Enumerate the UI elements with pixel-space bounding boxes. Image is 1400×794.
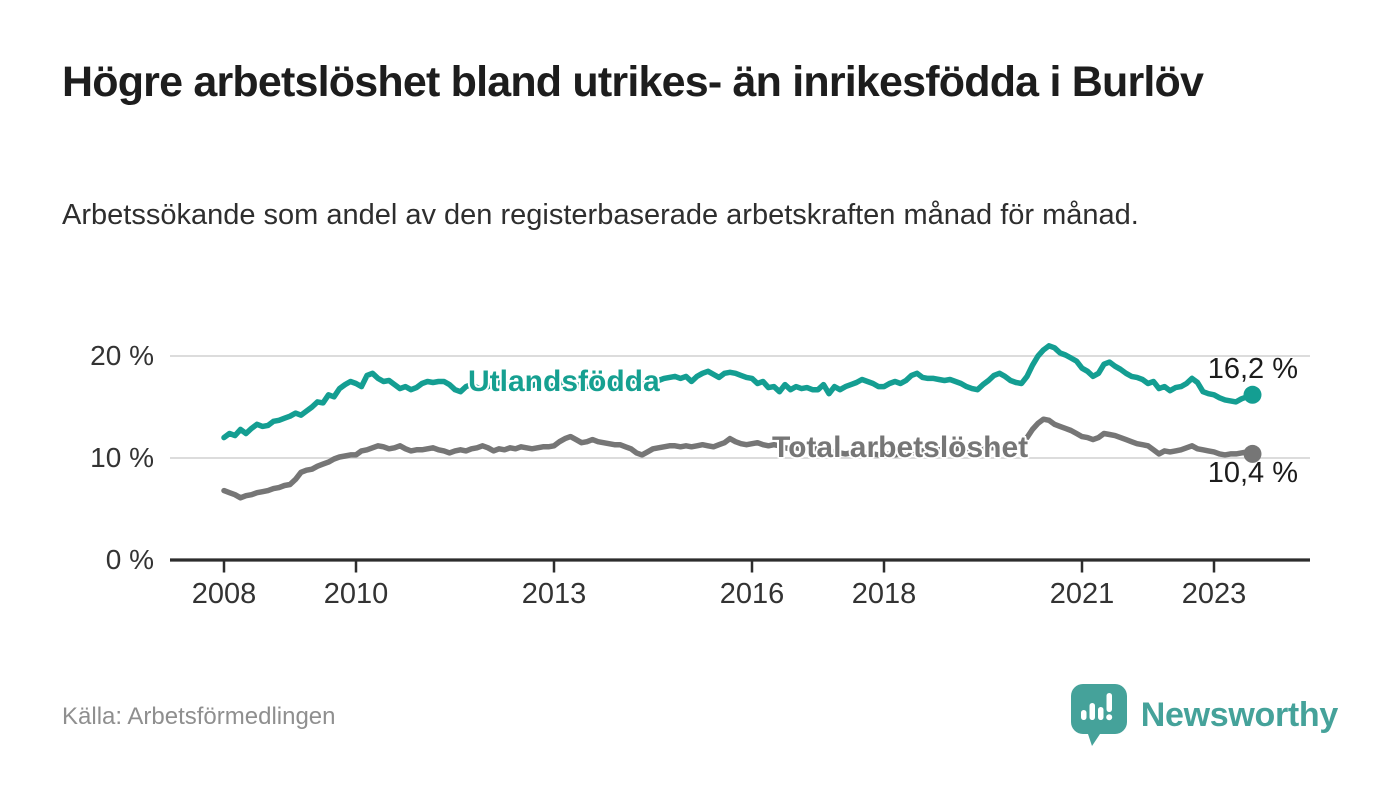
brand-name: Newsworthy <box>1140 695 1339 734</box>
x-axis-tick-label: 2013 <box>521 578 587 610</box>
x-axis-tick-label: 2016 <box>719 578 785 610</box>
y-axis-tick-label: 0 % <box>105 544 154 575</box>
x-axis-tick-label: 2023 <box>1181 578 1247 610</box>
x-axis-tick-label: 2008 <box>191 578 257 610</box>
page-title: Högre arbetslöshet bland utrikes- än inr… <box>62 58 1204 106</box>
page-subtitle: Arbetssökande som andel av den registerb… <box>62 199 1139 231</box>
y-axis-tick-label: 20 % <box>90 340 154 371</box>
brand-logo: Newsworthy <box>1069 682 1338 748</box>
newsworthy-bubble-chart-icon <box>1070 684 1127 746</box>
series-label-total-arbetsloshet: Total arbetslöshet <box>772 431 1029 464</box>
series-label-utlandsfodda: Utlandsfödda <box>468 365 660 398</box>
series-line-total <box>221 416 1256 501</box>
series-line-utlandsfodda <box>221 343 1256 441</box>
end-value-label-utlandsfodda: 16,2 % <box>1207 353 1298 385</box>
series-end-dot-total <box>1243 444 1262 463</box>
x-axis-tick-label: 2018 <box>851 578 917 610</box>
source-attribution: Källa: Arbetsförmedlingen <box>62 703 336 730</box>
series-end-dot-utlandsfodda <box>1243 385 1262 404</box>
x-axis-tick-label: 2010 <box>323 578 389 610</box>
y-axis-tick-label: 10 % <box>90 442 154 473</box>
end-value-label-total: 10,4 % <box>1207 457 1298 489</box>
x-axis-tick-label: 2021 <box>1049 578 1115 610</box>
